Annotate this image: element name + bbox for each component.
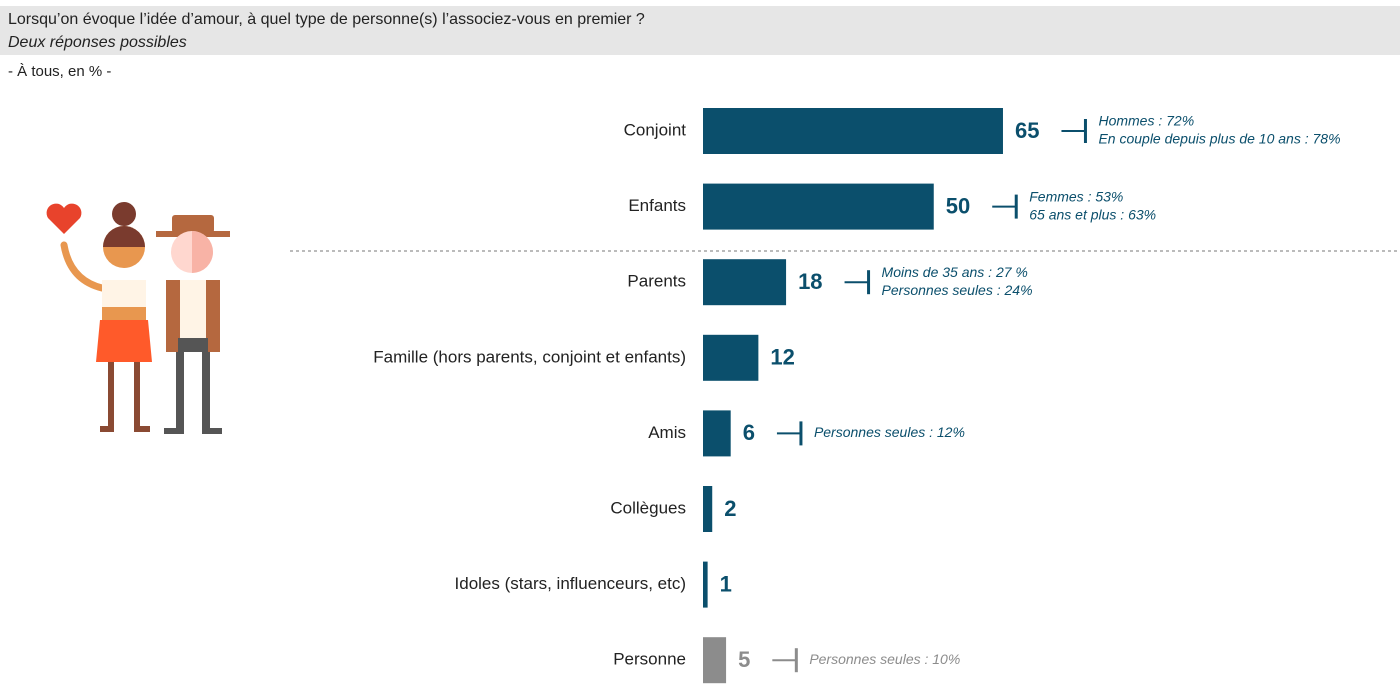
bar: [703, 561, 708, 608]
value-label: 12: [770, 345, 794, 370]
chart-title: Lorsqu’on évoque l’idée d’amour, à quel …: [8, 11, 645, 28]
annotation: En couple depuis plus de 10 ans : 78%: [1098, 131, 1340, 147]
category-label: Enfants: [628, 196, 686, 215]
bar: [703, 486, 713, 532]
category-label: Idoles (stars, influenceurs, etc): [455, 574, 686, 593]
value-label: 18: [798, 269, 822, 294]
header-band: [0, 6, 1400, 55]
bar: [703, 334, 759, 381]
annotation: Personnes seules : 12%: [814, 424, 965, 440]
category-label: Collègues: [610, 498, 686, 517]
bar: [703, 410, 731, 457]
bar: [703, 108, 1003, 154]
value-label: 6: [743, 420, 755, 445]
annotation: 65 ans et plus : 63%: [1029, 206, 1156, 222]
value-label: 2: [724, 496, 736, 521]
category-label: Famille (hors parents, conjoint et enfan…: [373, 347, 686, 366]
value-label: 1: [720, 571, 732, 596]
bar: [703, 637, 727, 684]
annotation: Personnes seules : 24%: [882, 282, 1033, 298]
value-label: 5: [738, 647, 750, 672]
bar: [703, 183, 934, 230]
category-label: Parents: [627, 272, 686, 291]
annotation: Hommes : 72%: [1098, 113, 1194, 129]
value-label: 50: [946, 193, 970, 218]
annotation: Moins de 35 ans : 27 %: [882, 264, 1028, 280]
annotation: Personnes seules : 10%: [809, 651, 960, 667]
value-label: 65: [1015, 118, 1039, 143]
chart-note: - À tous, en % -: [8, 63, 111, 80]
annotation: Femmes : 53%: [1029, 188, 1123, 204]
bar: [703, 259, 787, 306]
illustration: [46, 202, 230, 434]
category-label: Amis: [648, 423, 686, 442]
category-label: Conjoint: [624, 120, 687, 139]
category-label: Personne: [613, 650, 686, 669]
chart-subtitle: Deux réponses possibles: [8, 34, 187, 51]
